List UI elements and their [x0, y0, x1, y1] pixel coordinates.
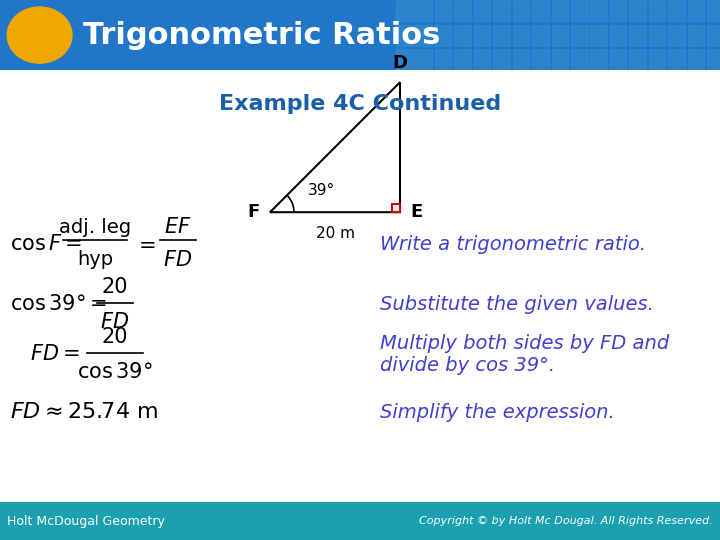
Bar	[493, 25, 510, 45]
Text: Copyright © by Holt Mc Dougal. All Rights Reserved.: Copyright © by Holt Mc Dougal. All Right…	[419, 516, 713, 526]
Text: $=$: $=$	[134, 234, 156, 254]
Bar	[415, 0, 432, 21]
Bar	[590, 49, 607, 70]
Bar	[629, 25, 646, 45]
Text: Example 4C Continued: Example 4C Continued	[219, 94, 501, 114]
Text: Trigonometric Ratios: Trigonometric Ratios	[83, 21, 440, 50]
Bar	[688, 49, 704, 70]
Bar	[649, 0, 665, 21]
Text: Holt McDougal Geometry: Holt McDougal Geometry	[7, 515, 165, 528]
Bar	[629, 49, 646, 70]
Bar	[454, 49, 471, 70]
Text: $FD$: $FD$	[163, 250, 192, 270]
Bar	[454, 0, 471, 21]
Bar	[668, 49, 685, 70]
Text: $FD$: $FD$	[101, 312, 130, 332]
Bar	[435, 25, 451, 45]
Bar	[688, 0, 704, 21]
Bar	[513, 25, 529, 45]
Bar	[396, 0, 413, 21]
Bar	[668, 25, 685, 45]
Text: adj. leg: adj. leg	[59, 218, 131, 237]
Bar	[590, 0, 607, 21]
Bar	[610, 25, 626, 45]
Bar	[571, 25, 588, 45]
Bar	[552, 49, 568, 70]
Bar	[649, 49, 665, 70]
Text: E: E	[410, 203, 422, 221]
Bar	[707, 0, 720, 21]
Bar	[590, 25, 607, 45]
Bar	[415, 25, 432, 45]
Text: $\cos 39°=$: $\cos 39°=$	[10, 294, 107, 314]
Text: $FD \approx 25.74\ \mathrm{m}$: $FD \approx 25.74\ \mathrm{m}$	[10, 402, 158, 422]
Bar	[610, 49, 626, 70]
Bar	[610, 0, 626, 21]
Text: D: D	[392, 54, 408, 72]
Bar	[707, 25, 720, 45]
Bar	[396, 25, 413, 45]
Ellipse shape	[7, 7, 72, 63]
Bar	[474, 25, 490, 45]
Bar	[552, 25, 568, 45]
Text: $\cos F=$: $\cos F=$	[10, 234, 82, 254]
Bar	[707, 49, 720, 70]
Bar	[435, 49, 451, 70]
Bar	[571, 0, 588, 21]
Bar	[474, 0, 490, 21]
Text: Simplify the expression.: Simplify the expression.	[380, 403, 615, 422]
Text: Multiply both sides by FD and
divide by cos 39°.: Multiply both sides by FD and divide by …	[380, 334, 670, 375]
Text: $FD=$: $FD=$	[30, 344, 79, 364]
Bar	[513, 49, 529, 70]
Bar	[493, 49, 510, 70]
Text: $EF$: $EF$	[164, 217, 192, 237]
Bar	[552, 0, 568, 21]
Bar	[532, 0, 549, 21]
Bar	[474, 49, 490, 70]
Bar	[532, 49, 549, 70]
Bar	[396, 49, 413, 70]
Text: Write a trigonometric ratio.: Write a trigonometric ratio.	[380, 235, 646, 254]
Text: 20: 20	[102, 277, 128, 297]
Bar	[668, 0, 685, 21]
Bar	[415, 49, 432, 70]
Bar	[435, 0, 451, 21]
Bar	[454, 25, 471, 45]
Text: F: F	[248, 203, 260, 221]
Text: hyp: hyp	[77, 250, 113, 269]
Bar	[392, 204, 400, 212]
Text: 39°: 39°	[308, 183, 336, 198]
Bar	[571, 49, 588, 70]
Text: 20 m: 20 m	[315, 226, 354, 241]
Text: Substitute the given values.: Substitute the given values.	[380, 295, 654, 314]
Bar	[493, 0, 510, 21]
Bar	[513, 0, 529, 21]
Bar	[688, 25, 704, 45]
Bar	[629, 0, 646, 21]
Bar	[532, 25, 549, 45]
Text: 20: 20	[102, 327, 128, 347]
Bar	[649, 25, 665, 45]
Text: $\cos 39°$: $\cos 39°$	[77, 362, 153, 382]
